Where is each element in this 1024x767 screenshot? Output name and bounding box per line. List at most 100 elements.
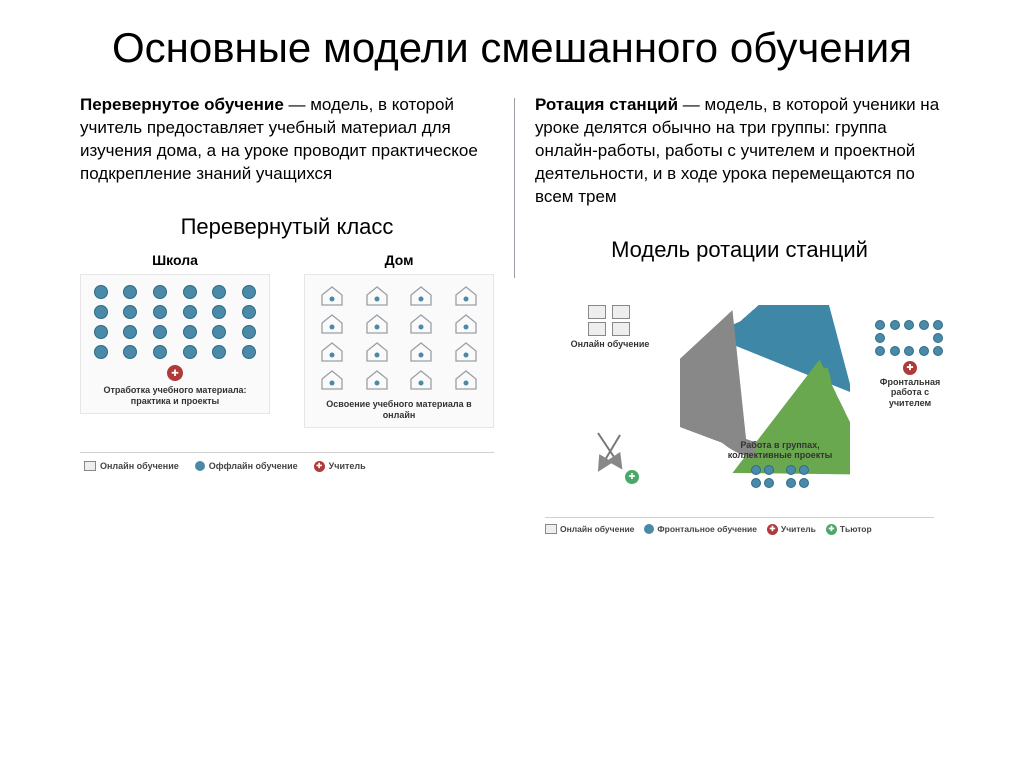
- teacher-icon: [767, 524, 778, 535]
- small-arrows: [590, 425, 630, 475]
- house-icon: [407, 341, 435, 363]
- station-group: Работа в группах, коллективные проекты: [710, 440, 850, 491]
- student-dot: [183, 305, 197, 319]
- legend-offline: Оффлайн обучение: [195, 461, 298, 471]
- house-icon: [452, 341, 480, 363]
- station-group-l1: Работа в группах,: [710, 440, 850, 450]
- dot-icon: [195, 461, 205, 471]
- station-online: Онлайн обучение: [555, 305, 665, 349]
- right-legend: Онлайн обучение Фронтальное обучение Учи…: [545, 517, 934, 535]
- r-legend-tutor-label: Тьютор: [840, 524, 872, 534]
- legend-teacher: Учитель: [314, 461, 366, 472]
- house-grid: [313, 285, 485, 391]
- frontal-dots: [875, 320, 945, 356]
- teacher-row: [89, 365, 261, 381]
- school-box: Школа Отработка учебного материала: прак…: [80, 252, 270, 428]
- r-legend-frontal: Фронтальное обучение: [644, 524, 757, 534]
- house-icon: [318, 313, 346, 335]
- rotation-diagram: Онлайн обучение Фронтальная работа с учи…: [535, 275, 944, 535]
- station-frontal-l2: работа с: [855, 387, 965, 397]
- student-dot: [242, 325, 256, 339]
- house-icon: [407, 313, 435, 335]
- student-dot: [123, 325, 137, 339]
- home-grid-wrap: Освоение учебного материала в онлайн: [304, 274, 494, 428]
- r-legend-frontal-label: Фронтальное обучение: [657, 524, 757, 534]
- house-icon: [452, 369, 480, 391]
- page-title: Основные модели смешанного обучения: [0, 0, 1024, 90]
- screen-icon: [588, 322, 606, 336]
- student-dot: [212, 285, 226, 299]
- student-dot: [94, 345, 108, 359]
- left-desc-bold: Перевернутое обучение: [80, 95, 284, 114]
- legend-offline-label: Оффлайн обучение: [209, 461, 298, 471]
- left-description: Перевернутое обучение — модель, в которо…: [80, 94, 494, 186]
- student-dot: [123, 305, 137, 319]
- flipped-class-diagram: Школа Отработка учебного материала: прак…: [80, 252, 494, 438]
- student-dot: [183, 285, 197, 299]
- student-dot: [242, 285, 256, 299]
- screen-icon: [545, 524, 557, 534]
- house-icon: [363, 313, 391, 335]
- student-dot: [153, 285, 167, 299]
- house-icon: [452, 285, 480, 307]
- r-legend-online-label: Онлайн обучение: [560, 524, 634, 534]
- student-dot: [242, 345, 256, 359]
- home-box: Дом Освоение учебного материала в онлайн: [304, 252, 494, 428]
- house-icon: [452, 313, 480, 335]
- legend-online: Онлайн обучение: [84, 461, 179, 471]
- legend-teacher-label: Учитель: [329, 461, 366, 471]
- right-description: Ротация станций — модель, в которой учен…: [535, 94, 944, 209]
- school-caption: Отработка учебного материала: практика и…: [89, 385, 261, 407]
- student-dot: [94, 325, 108, 339]
- station-frontal-l3: учителем: [855, 398, 965, 408]
- student-dot: [94, 305, 108, 319]
- student-dot: [153, 305, 167, 319]
- right-diagram-title: Модель ротации станций: [535, 237, 944, 263]
- station-online-label: Онлайн обучение: [555, 339, 665, 349]
- teacher-icon: [314, 461, 325, 472]
- student-dot-grid: [89, 285, 261, 359]
- group-dots: [710, 465, 850, 488]
- r-legend-teacher-label: Учитель: [781, 524, 816, 534]
- station-group-l2: коллективные проекты: [710, 450, 850, 460]
- student-dot: [212, 305, 226, 319]
- student-dot: [153, 325, 167, 339]
- screen-icon: [84, 461, 96, 471]
- student-dot: [123, 345, 137, 359]
- legend-online-label: Онлайн обучение: [100, 461, 179, 471]
- screens-group: [588, 305, 632, 336]
- house-icon: [318, 341, 346, 363]
- student-dot: [123, 285, 137, 299]
- station-frontal: Фронтальная работа с учителем: [855, 320, 965, 408]
- r-legend-teacher: Учитель: [767, 524, 816, 535]
- left-diagram-title: Перевернутый класс: [80, 214, 494, 240]
- teacher-icon: [167, 365, 183, 381]
- columns-row: Перевернутое обучение — модель, в которо…: [0, 90, 1024, 535]
- student-dot: [183, 345, 197, 359]
- right-desc-bold: Ротация станций: [535, 95, 678, 114]
- home-caption: Освоение учебного материала в онлайн: [313, 399, 485, 421]
- r-legend-tutor: Тьютор: [826, 524, 872, 535]
- right-column: Ротация станций — модель, в которой учен…: [515, 94, 964, 535]
- station-frontal-l1: Фронтальная: [855, 377, 965, 387]
- left-legend: Онлайн обучение Оффлайн обучение Учитель: [80, 452, 494, 472]
- left-column: Перевернутое обучение — модель, в которо…: [60, 94, 514, 535]
- house-icon: [363, 341, 391, 363]
- house-icon: [363, 369, 391, 391]
- house-icon: [407, 369, 435, 391]
- house-icon: [407, 285, 435, 307]
- student-dot: [94, 285, 108, 299]
- screen-icon: [612, 322, 630, 336]
- student-dot: [153, 345, 167, 359]
- home-label: Дом: [304, 252, 494, 268]
- school-grid-wrap: Отработка учебного материала: практика и…: [80, 274, 270, 414]
- tutor-icon: [826, 524, 837, 535]
- dot-icon: [644, 524, 654, 534]
- house-icon: [318, 369, 346, 391]
- student-dot: [183, 325, 197, 339]
- house-icon: [318, 285, 346, 307]
- student-dot: [212, 325, 226, 339]
- teacher-icon: [903, 361, 917, 375]
- screen-icon: [612, 305, 630, 319]
- student-dot: [212, 345, 226, 359]
